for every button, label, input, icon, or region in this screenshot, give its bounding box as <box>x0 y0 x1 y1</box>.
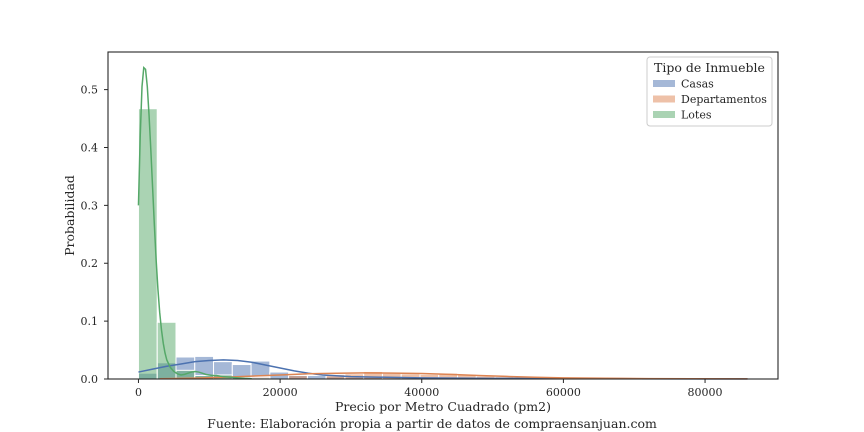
y-tick-label: 0.2 <box>81 257 99 270</box>
x-axis-label: Precio por Metro Cuadrado (pm2) <box>335 399 551 414</box>
legend-label-casas: Casas <box>681 78 714 91</box>
x-tick-label: 80000 <box>688 386 723 399</box>
kde-line-casas <box>138 359 748 380</box>
y-tick-label: 0.0 <box>81 373 99 386</box>
plot-frame <box>107 51 779 380</box>
legend-box <box>646 56 773 127</box>
source-caption: Fuente: Elaboración propia a partir de d… <box>207 416 657 431</box>
legend: Tipo de Inmueble Casas Departamentos Lotes <box>646 56 773 127</box>
x-tick-label: 40000 <box>404 386 439 399</box>
x-tick-label: 20000 <box>263 386 298 399</box>
y-tick-label: 0.1 <box>81 315 99 328</box>
legend-label-departamentos: Departamentos <box>681 93 767 106</box>
y-tick-label: 0.4 <box>81 141 99 154</box>
legend-swatch-casas <box>653 80 675 87</box>
x-tick-label: 60000 <box>546 386 581 399</box>
x-tick-label: 0 <box>135 386 142 399</box>
kde-line-departamentos <box>159 372 748 380</box>
legend-swatch-departamentos <box>653 95 675 103</box>
legend-swatch-lotes <box>653 111 675 118</box>
histogram-bars <box>137 108 740 380</box>
y-axis-label: Probabilidad <box>62 175 77 256</box>
bar-lotes <box>137 108 158 380</box>
y-axis-ticks: 0.0 0.1 0.2 0.3 0.4 0.5 <box>81 84 108 386</box>
legend-title: Tipo de Inmueble <box>654 60 765 75</box>
y-tick-label: 0.5 <box>81 84 99 97</box>
y-tick-label: 0.3 <box>81 199 99 212</box>
legend-items: Casas Departamentos Lotes <box>653 78 767 122</box>
kde-line-lotes <box>137 65 252 380</box>
kde-curves <box>137 65 748 380</box>
legend-label-lotes: Lotes <box>681 109 712 122</box>
x-axis-ticks: 0 20000 40000 60000 80000 <box>135 379 723 399</box>
